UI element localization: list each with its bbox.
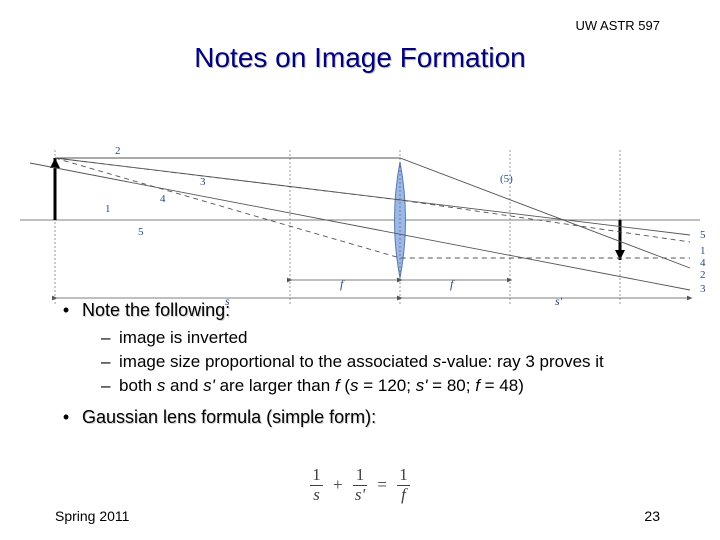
svg-text:5: 5 [700,229,706,241]
denominator: s [310,486,323,505]
page-number: 23 [644,508,660,524]
text: both [119,376,157,395]
text: = 80; [427,376,475,395]
text: = 120; [359,376,416,395]
text: and [165,376,203,395]
svg-text:1: 1 [700,245,706,257]
numerator: 1 [353,466,367,486]
bullet-icon: • [55,300,77,321]
sub-text: image is inverted [119,327,665,349]
text: ( [340,376,350,395]
svg-text:(5): (5) [500,173,513,185]
numerator: 1 [397,466,410,486]
svg-text:4: 4 [700,257,706,269]
var-s: s [433,352,442,371]
body: • Note the following: – image is inverte… [55,300,665,434]
var-sprime: s' [203,376,215,395]
svg-text:2: 2 [700,269,706,281]
list-item: – image is inverted [101,327,665,349]
gauss-heading: Gaussian lens formula (simple form): [82,407,376,428]
svg-text:f: f [450,277,455,291]
dash-icon: – [101,351,119,373]
lens-formula: 1 s + 1 s' = 1 f [0,466,720,504]
lens-diagram: 2314551423(5)ffss' [0,110,720,310]
svg-text:3: 3 [700,283,706,295]
term-label: Spring 2011 [55,508,129,524]
course-code: UW ASTR 597 [575,18,660,33]
text: = 48) [480,376,524,395]
svg-text:3: 3 [200,176,206,188]
fraction: 1 f [397,466,410,504]
svg-text:f: f [340,277,345,291]
var-sprime: s' [416,376,428,395]
equals-icon: = [377,475,387,495]
fraction: 1 s' [353,466,367,504]
slide-title: Notes on Image Formation [0,42,720,74]
dash-icon: – [101,327,119,349]
note-heading: Note the following: [82,300,230,321]
text: -value: ray 3 proves it [441,352,604,371]
sub-list: – image is inverted – image size proport… [101,327,665,397]
bullet-icon: • [55,407,77,428]
plus-icon: + [333,475,343,495]
list-item: – both s and s' are larger than f (s = 1… [101,375,665,397]
svg-text:1: 1 [105,203,111,215]
denominator: f [397,486,410,505]
svg-text:5: 5 [138,226,144,238]
svg-text:2: 2 [115,145,121,157]
list-item: – image size proportional to the associa… [101,351,665,373]
dash-icon: – [101,375,119,397]
svg-text:4: 4 [160,193,166,205]
fraction: 1 s [310,466,323,504]
sub-text: both s and s' are larger than f (s = 120… [119,375,665,397]
text: are larger than [215,376,335,395]
denominator: s' [353,486,367,505]
var-s: s [350,376,359,395]
sub-text: image size proportional to the associate… [119,351,665,373]
text: image size proportional to the associate… [119,352,433,371]
numerator: 1 [310,466,323,486]
